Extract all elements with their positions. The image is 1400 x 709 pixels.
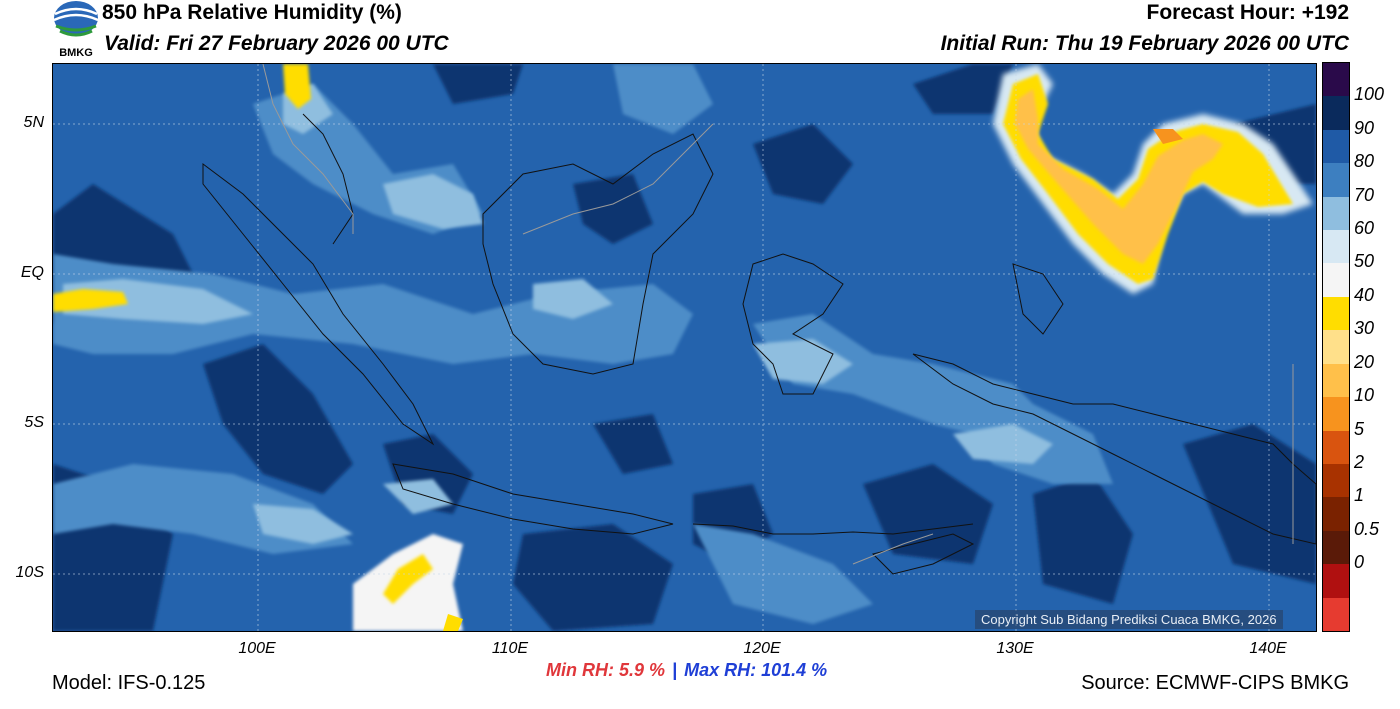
colorbar-label: 2	[1354, 451, 1365, 472]
colorbar-label: 30	[1354, 318, 1375, 339]
stats-separator: |	[672, 660, 678, 680]
colorbar-segment	[1323, 363, 1349, 398]
bmkg-logo	[52, 0, 100, 60]
lon-label-130e: 130E	[996, 640, 1034, 657]
colorbar-label: 0.5	[1354, 518, 1380, 539]
colorbar-label: 50	[1354, 251, 1375, 272]
country-borders	[262, 64, 1294, 565]
lat-label-10s: 10S	[15, 564, 44, 581]
colorbar-label: 40	[1354, 284, 1375, 305]
max-rh-value: 101.4 %	[761, 660, 828, 680]
colorbar-label: 90	[1354, 117, 1375, 138]
colorbar-segment	[1323, 230, 1349, 264]
colorbar-label: 80	[1354, 151, 1375, 172]
colorbar-segment	[1323, 296, 1349, 331]
colorbar-segment	[1323, 397, 1349, 432]
colorbar-label: 60	[1354, 218, 1375, 239]
min-rh-label: Min RH:	[546, 660, 614, 680]
model-info: Model: IFS-0.125	[52, 672, 206, 694]
colorbar-label: 20	[1354, 351, 1375, 372]
source-info: Source: ECMWF-CIPS BMKG	[1081, 672, 1349, 694]
coastlines	[202, 113, 1316, 575]
dry-air-plume-northeast	[993, 64, 1313, 294]
bmkg-logo-text: BMKG	[59, 47, 93, 59]
lon-label-140e: 140E	[1249, 640, 1287, 657]
colorbar-segment	[1323, 430, 1349, 465]
lat-label-5n: 5N	[23, 114, 44, 131]
map-gridlines	[53, 64, 1316, 631]
copyright-note: Copyright Sub Bidang Prediksi Cuaca BMKG…	[975, 610, 1283, 629]
colorbar-segment	[1323, 163, 1349, 198]
colorbar-segment	[1323, 330, 1349, 365]
colorbar-label: 70	[1354, 184, 1375, 205]
lon-label-110e: 110E	[491, 640, 529, 657]
lat-label-5s: 5S	[24, 414, 44, 431]
colorbar-segment	[1323, 129, 1349, 164]
forecast-hour: Forecast Hour: +192	[1146, 1, 1350, 24]
colorbar-label: 0	[1354, 552, 1365, 573]
colorbar-segment	[1323, 63, 1349, 97]
colorbar-label: 100	[1354, 84, 1385, 105]
min-rh-value: 5.9 %	[619, 660, 666, 680]
colorbar-label: 1	[1354, 485, 1365, 506]
rh-stats: Min RH: 5.9 % | Max RH: 101.4 %	[546, 660, 827, 681]
lat-label-eq: EQ	[20, 264, 44, 281]
colorbar-segment	[1323, 96, 1349, 131]
chart-title: 850 hPa Relative Humidity (%)	[102, 1, 402, 24]
colorbar-segment	[1323, 530, 1349, 565]
colorbar	[1322, 62, 1350, 632]
initial-run: Initial Run: Thu 19 February 2026 00 UTC	[940, 32, 1349, 55]
humidity-field-low	[63, 84, 1053, 544]
colorbar-segment	[1323, 263, 1349, 298]
colorbar-segment	[1323, 597, 1349, 632]
lon-label-120e: 120E	[743, 640, 781, 657]
dry-air-patches	[53, 64, 463, 631]
humidity-map	[52, 63, 1317, 632]
max-rh-label: Max RH:	[684, 660, 757, 680]
valid-time: Valid: Fri 27 February 2026 00 UTC	[104, 32, 449, 55]
colorbar-segment	[1323, 463, 1349, 498]
colorbar-segment	[1323, 564, 1349, 599]
colorbar-segment	[1323, 196, 1349, 231]
lon-label-100e: 100E	[238, 640, 276, 657]
colorbar-segment	[1323, 497, 1349, 532]
colorbar-label: 10	[1354, 385, 1375, 406]
colorbar-label: 5	[1354, 418, 1365, 439]
